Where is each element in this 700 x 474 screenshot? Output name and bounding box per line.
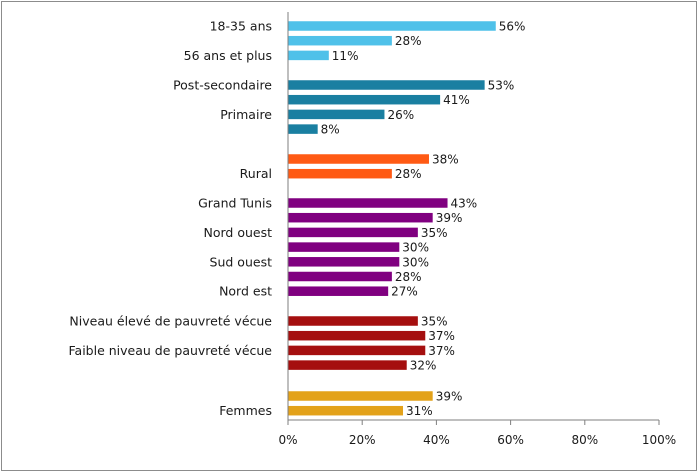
category-label: Femmes bbox=[219, 403, 272, 418]
bar-value-label: 8% bbox=[321, 123, 340, 137]
bar-value-label: 35% bbox=[421, 315, 448, 329]
bar bbox=[288, 330, 426, 341]
bar bbox=[288, 227, 418, 238]
value-labels: 56%28%11%53%41%26%8%38%28%43%39%35%30%30… bbox=[321, 20, 526, 419]
bar bbox=[288, 257, 400, 267]
x-tick-label: 40% bbox=[423, 433, 450, 447]
category-label: 56 ans et plus bbox=[184, 48, 272, 63]
x-tick-label: 0% bbox=[278, 433, 297, 447]
bar bbox=[288, 168, 392, 179]
bar bbox=[288, 391, 433, 401]
bar bbox=[288, 286, 389, 296]
x-tick-label: 20% bbox=[349, 433, 376, 447]
bars-layer bbox=[288, 21, 496, 416]
x-tick-label: 60% bbox=[497, 433, 524, 447]
bar-value-label: 39% bbox=[436, 211, 463, 225]
category-label: 18-35 ans bbox=[210, 19, 272, 34]
category-label: Rural bbox=[240, 166, 272, 181]
bar-value-label: 11% bbox=[332, 49, 359, 63]
bar-value-label: 31% bbox=[406, 404, 433, 418]
bar-value-label: 27% bbox=[391, 285, 418, 299]
category-label: Primaire bbox=[220, 107, 272, 122]
bar-value-label: 41% bbox=[443, 93, 470, 107]
category-label: Niveau élevé de pauvreté vécue bbox=[69, 314, 272, 329]
bar-value-label: 28% bbox=[395, 270, 422, 284]
bar bbox=[288, 345, 426, 356]
category-label: Post-secondaire bbox=[173, 78, 272, 93]
category-label: Sud ouest bbox=[210, 254, 273, 269]
bar bbox=[288, 109, 385, 120]
bar-value-label: 56% bbox=[499, 20, 526, 34]
bar bbox=[288, 242, 400, 252]
bar bbox=[288, 21, 496, 31]
bar-value-label: 32% bbox=[410, 359, 437, 373]
bar-value-label: 53% bbox=[488, 79, 515, 93]
bar bbox=[288, 212, 433, 223]
category-label: Faible niveau de pauvreté vécue bbox=[69, 343, 273, 358]
bar bbox=[288, 316, 418, 326]
bar-value-label: 28% bbox=[395, 34, 422, 48]
bar-value-label: 39% bbox=[436, 390, 463, 404]
bar bbox=[288, 271, 392, 282]
category-label: Nord est bbox=[219, 284, 272, 299]
bar bbox=[288, 198, 448, 208]
x-tick-label: 80% bbox=[571, 433, 598, 447]
bar bbox=[288, 405, 404, 416]
bar bbox=[288, 360, 407, 370]
bar-value-label: 38% bbox=[432, 153, 459, 167]
bar-value-label: 30% bbox=[402, 255, 429, 269]
bar bbox=[288, 94, 441, 105]
bar-value-label: 28% bbox=[395, 167, 422, 181]
bar-value-label: 37% bbox=[428, 344, 455, 358]
bar bbox=[288, 124, 318, 134]
category-label: Grand Tunis bbox=[198, 196, 272, 211]
bar-value-label: 37% bbox=[428, 329, 455, 343]
bar bbox=[288, 50, 329, 61]
bar-value-label: 26% bbox=[387, 108, 414, 122]
category-label: Nord ouest bbox=[204, 225, 273, 240]
bar bbox=[288, 35, 392, 46]
axes: 0% 20% 40% 60% 80% 100% bbox=[278, 12, 676, 447]
bar-value-label: 43% bbox=[451, 197, 478, 211]
category-labels: 18-35 ans 56 ans et plus Post-secondaire Pr… bbox=[69, 19, 273, 419]
bar bbox=[288, 154, 429, 164]
bar-value-label: 35% bbox=[421, 226, 448, 240]
x-tick-label: 100% bbox=[642, 433, 676, 447]
bar bbox=[288, 80, 485, 90]
bar-value-label: 30% bbox=[402, 241, 429, 255]
